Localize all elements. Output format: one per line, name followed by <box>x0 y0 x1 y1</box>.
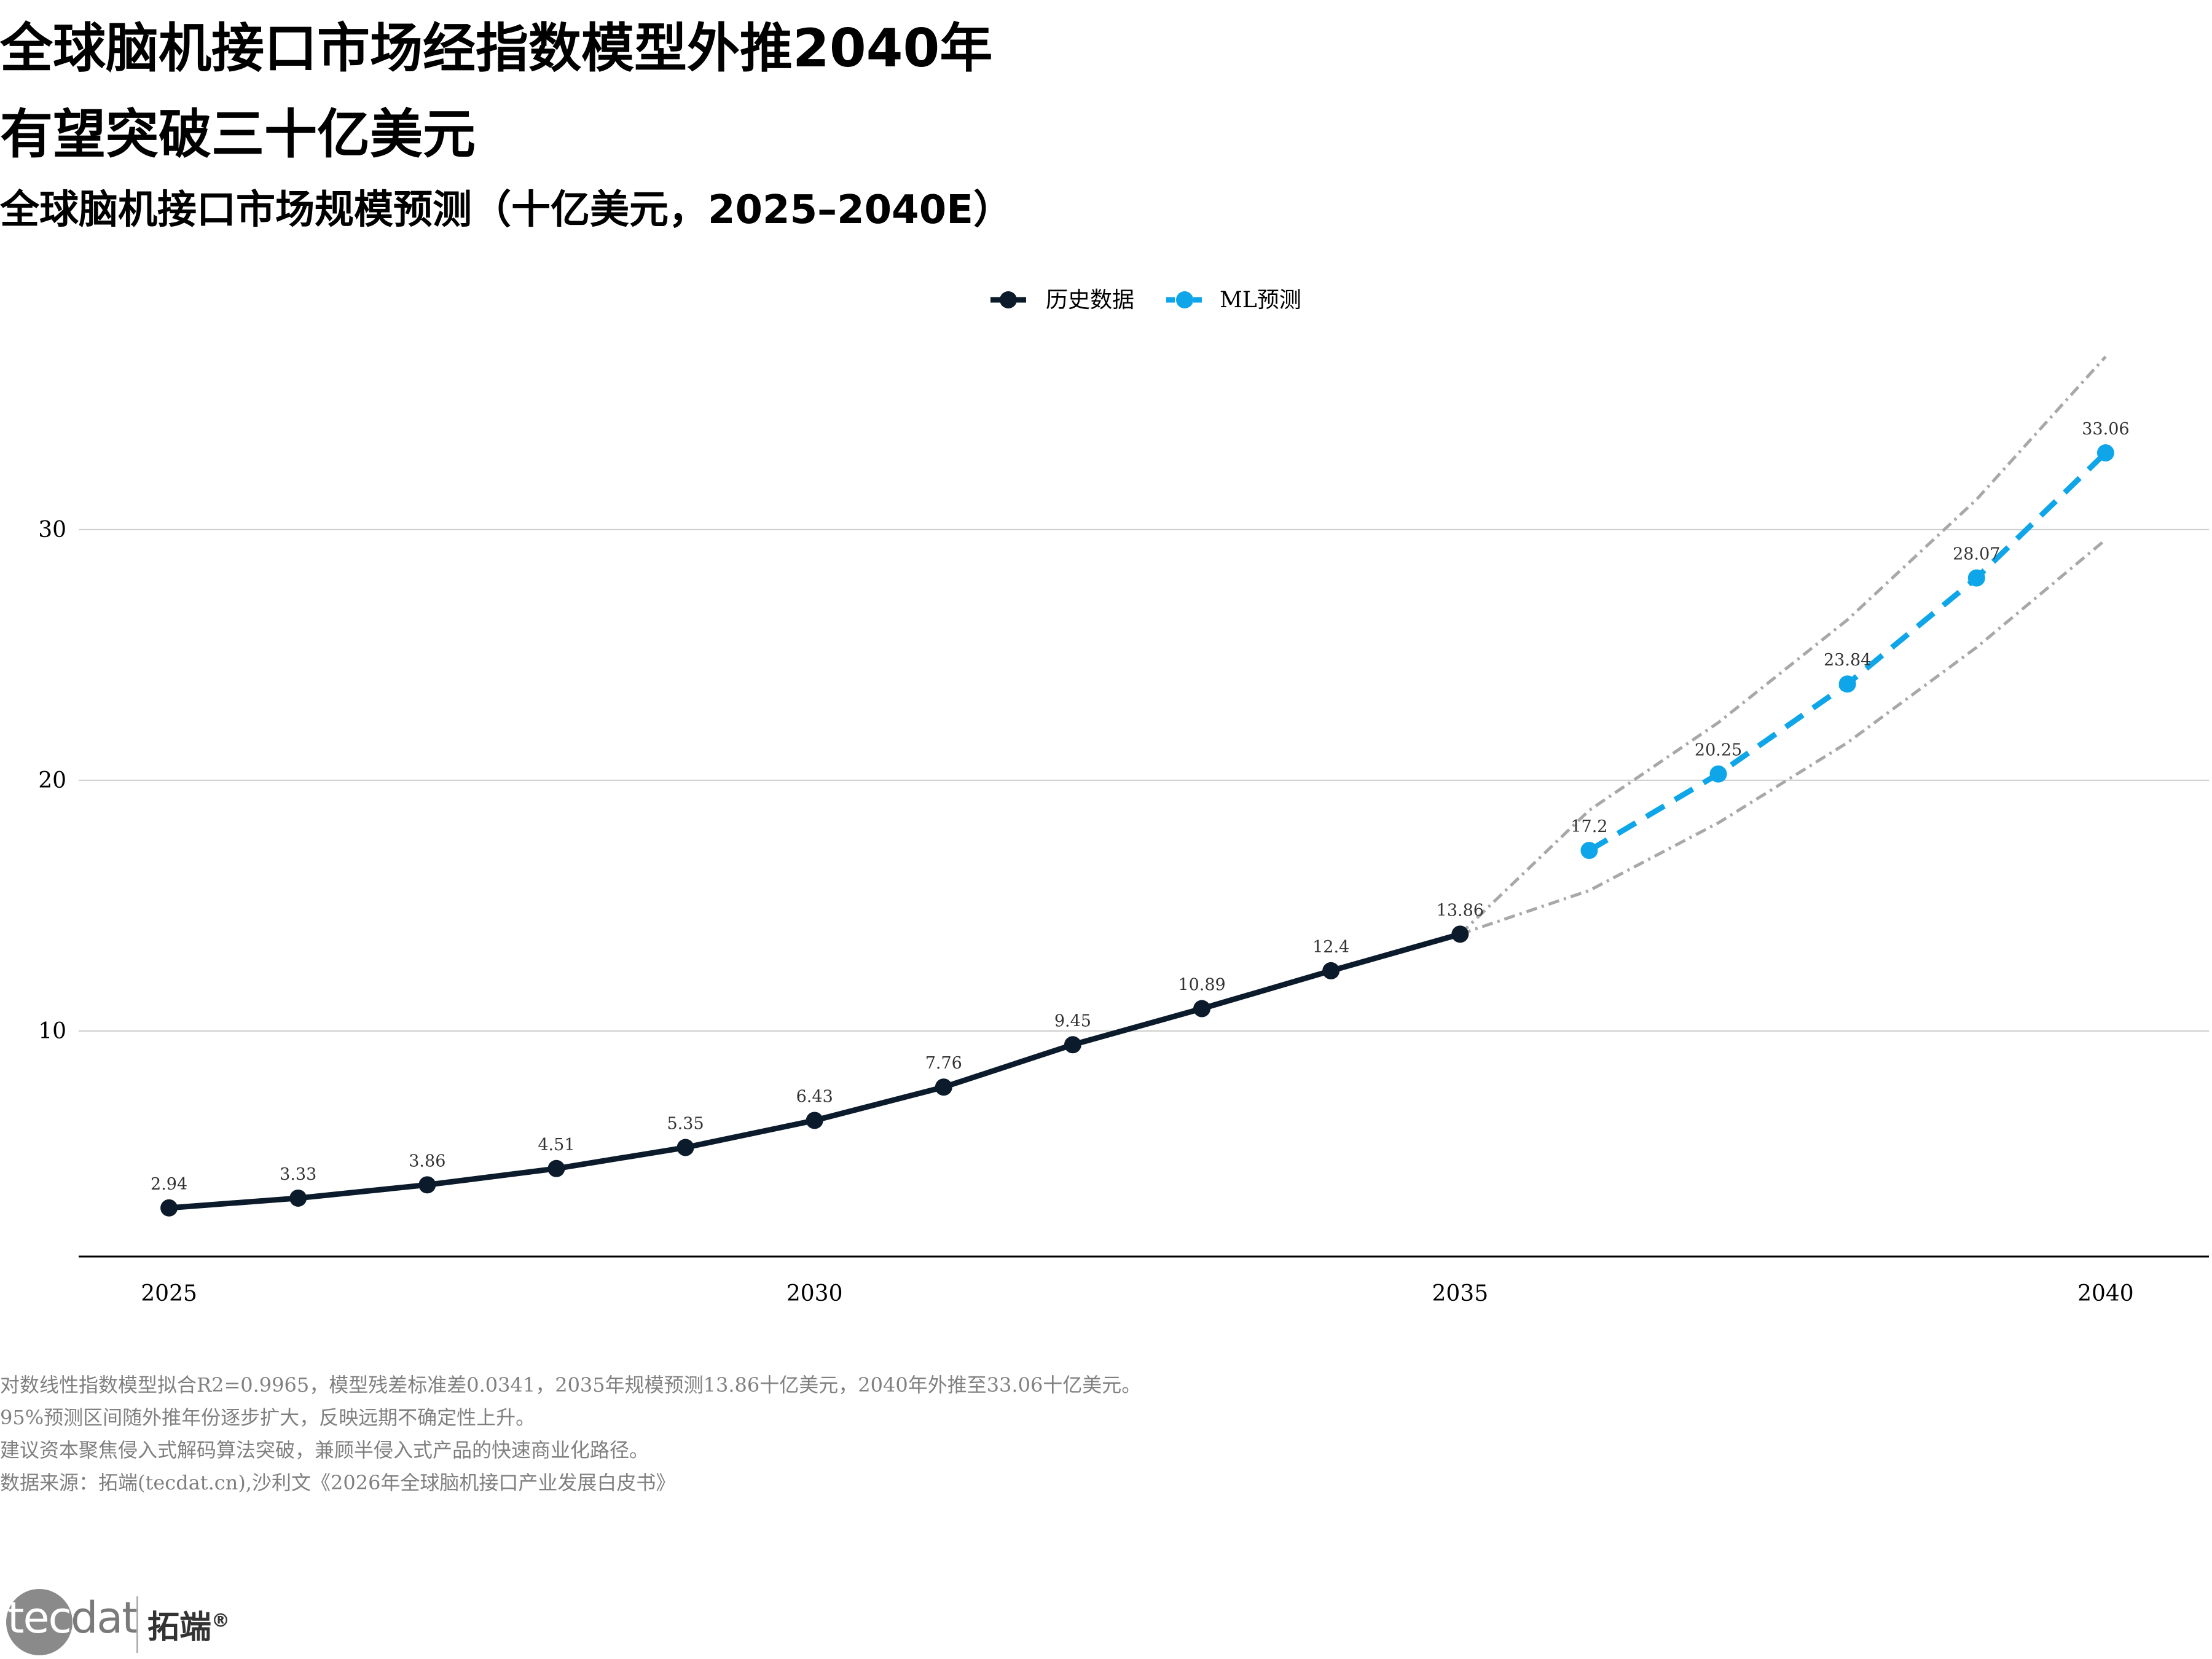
tecdat-logo-icon <box>6 1589 73 1655</box>
data-point-historical-2028 <box>547 1159 565 1177</box>
data-label-forecast-2040: 33.06 <box>2082 420 2129 439</box>
tecdat-logo-wordmark: tecdat <box>7 1593 139 1643</box>
logo-tec: tec <box>7 1593 72 1643</box>
data-label-historical-2026: 3.33 <box>280 1165 316 1184</box>
data-point-forecast-2040 <box>2096 444 2114 462</box>
data-point-historical-2035 <box>1451 925 1469 943</box>
logo-dat: dat <box>71 1593 139 1643</box>
legend-swatch-historical-marker <box>1000 291 1017 308</box>
y-axis-tick-labels: 10 20 30 <box>38 517 66 1044</box>
footnotes: 对数线性指数模型拟合R2=0.9965，模型残差标准差0.0341，2035年规… <box>0 1369 2187 1499</box>
legend-label-historical: 历史数据 <box>1046 288 1134 313</box>
logo-brand-text: 拓端 <box>147 1609 212 1646</box>
interval-upper-bound <box>1459 355 2107 936</box>
chart-subtitle: 全球脑机接口市场规模预测（十亿美元，2025–2040E） <box>0 187 1013 233</box>
x-tick-label-2035: 2035 <box>1432 1281 1488 1306</box>
data-label-forecast-2037: 20.25 <box>1695 741 1742 760</box>
x-tick-label-2030: 2030 <box>786 1281 843 1306</box>
data-label-historical-2028: 4.51 <box>538 1135 575 1155</box>
legend-label-forecast: ML预测 <box>1220 288 1301 313</box>
data-label-historical-2025: 2.94 <box>151 1175 187 1194</box>
data-point-historical-2025 <box>160 1199 178 1217</box>
series-layer: 2.94 3.33 3.86 4.51 5.35 6.43 7.76 9.45 10.89 12.… <box>151 420 2130 1217</box>
data-point-historical-2027 <box>418 1176 436 1194</box>
logo-brand: 拓端® <box>147 1601 230 1647</box>
y-gridlines <box>79 528 2209 1032</box>
data-point-forecast-2036 <box>1580 842 1598 860</box>
data-point-historical-2032 <box>1064 1036 1081 1054</box>
data-point-historical-2031 <box>935 1078 952 1096</box>
footnote-source: 数据来源：拓端(tecdat.cn),沙利文《2026年全球脑机接口产业发展白皮… <box>0 1471 676 1494</box>
data-label-forecast-2036: 17.2 <box>1571 817 1607 836</box>
logo-registered-mark: ® <box>211 1610 230 1632</box>
data-point-forecast-2038 <box>1838 675 1856 693</box>
prediction-interval-95 <box>1459 355 2107 936</box>
logo-divider <box>136 1596 138 1653</box>
footnote-recommendation: 建议资本聚焦侵入式解码算法突破，兼顾半侵入式产品的快速商业化路径。 <box>0 1438 649 1462</box>
x-tick-label-2040: 2040 <box>2077 1281 2134 1306</box>
footnote-interval: 95%预测区间随外推年份逐步扩大，反映远期不确定性上升。 <box>0 1406 536 1429</box>
data-point-historical-2029 <box>677 1139 694 1156</box>
chart-title-line-2: 有望突破三十亿美元 <box>0 104 476 165</box>
data-label-historical-2031: 7.76 <box>925 1054 962 1073</box>
data-point-historical-2030 <box>806 1112 823 1129</box>
y-tick-label-10: 10 <box>38 1019 66 1044</box>
chart-title-line-1: 全球脑机接口市场经指数模型外推2040年 <box>0 18 993 79</box>
data-label-historical-2035: 13.86 <box>1437 901 1484 920</box>
data-label-forecast-2039: 28.07 <box>1953 545 2000 564</box>
legend: 历史数据 ML预测 <box>990 288 1301 313</box>
data-label-historical-2030: 6.43 <box>796 1087 833 1106</box>
legend-swatch-forecast-marker <box>1176 291 1193 308</box>
y-tick-label-20: 20 <box>38 768 66 793</box>
x-axis-tick-labels: 2025 2030 2035 2040 <box>141 1281 2133 1306</box>
data-point-historical-2033 <box>1193 1000 1211 1018</box>
data-point-historical-2034 <box>1322 962 1340 979</box>
data-label-historical-2027: 3.86 <box>409 1151 445 1171</box>
interval-lower-bound <box>1459 538 2107 936</box>
data-label-historical-2033: 10.89 <box>1178 976 1225 995</box>
data-point-forecast-2037 <box>1709 765 1727 783</box>
y-tick-label-30: 30 <box>38 517 66 543</box>
x-tick-label-2025: 2025 <box>141 1281 197 1306</box>
data-label-forecast-2038: 23.84 <box>1824 651 1871 670</box>
data-point-historical-2026 <box>289 1189 307 1207</box>
data-label-historical-2029: 5.35 <box>667 1115 704 1134</box>
data-label-historical-2032: 9.45 <box>1054 1011 1091 1030</box>
data-label-historical-2034: 12.4 <box>1312 938 1349 957</box>
data-point-forecast-2039 <box>1967 569 1985 587</box>
series-line-historical <box>166 931 1463 1211</box>
footnote-model-fit: 对数线性指数模型拟合R2=0.9965，模型残差标准差0.0341，2035年规… <box>0 1373 1142 1397</box>
